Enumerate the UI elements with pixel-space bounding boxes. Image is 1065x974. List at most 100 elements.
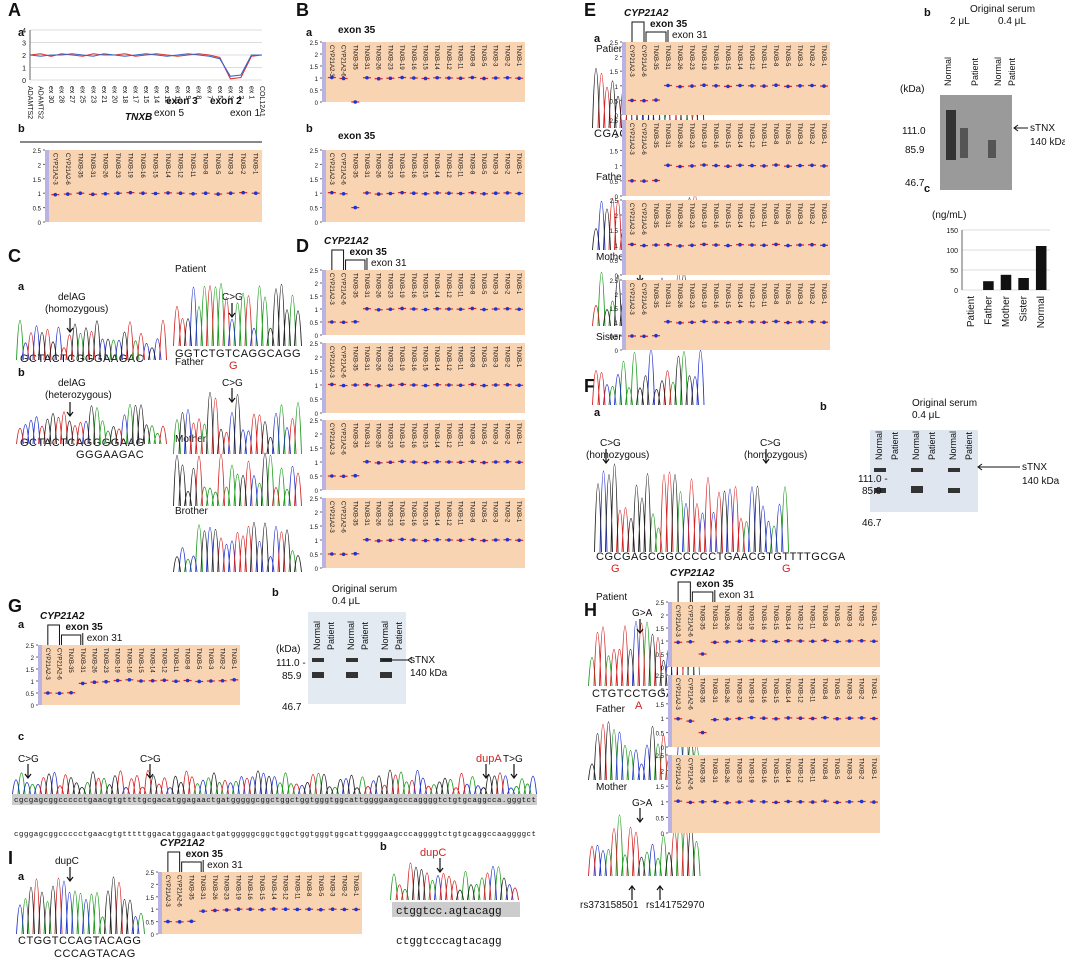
y-axis-label: (ng/mL) xyxy=(932,210,966,221)
label: a xyxy=(18,281,25,293)
probe-label: TNXB-15 xyxy=(772,678,778,703)
probe-ratio xyxy=(342,907,347,912)
probe-ratio xyxy=(737,639,742,644)
probe-label: TNXB-5 xyxy=(480,423,486,445)
label: 111.0 - xyxy=(276,658,306,669)
plot-stripe xyxy=(668,675,672,747)
chromatogram xyxy=(588,721,695,781)
probe-label: TNXB-3 xyxy=(492,45,498,67)
probe-label: TNXB-31 xyxy=(363,423,369,448)
label: 46.7 xyxy=(282,702,302,713)
y-tick-label: 0 xyxy=(615,114,619,120)
probe-label: TNXB-12 xyxy=(445,346,451,371)
x-tick-label: Normal xyxy=(1036,296,1047,328)
probe-ratio xyxy=(78,191,83,195)
probe-label: TNXB-3 xyxy=(492,273,498,295)
probe-ratio xyxy=(642,179,646,183)
probe-label: TNXB-23 xyxy=(386,346,392,371)
probe-label: TNXB-1 xyxy=(820,283,826,305)
probe-ratio xyxy=(400,306,404,311)
probe-label: TNXB-2 xyxy=(503,346,509,368)
chromatogram xyxy=(16,320,140,361)
probe-label: TNXB-35 xyxy=(652,283,658,308)
probe-ratio xyxy=(690,84,694,88)
probe-label: TNXB-3 xyxy=(227,153,233,175)
annotation: exon 31 xyxy=(672,30,708,41)
probe-label: TNXB-5 xyxy=(833,678,839,700)
lane-label: Patient xyxy=(1007,57,1017,86)
y-tick-label: 2 xyxy=(315,53,319,59)
plot-area xyxy=(622,42,830,115)
x-tick-label: ex 18 xyxy=(121,86,128,103)
y-tick-label: 2.5 xyxy=(33,149,42,155)
label: G xyxy=(8,596,22,616)
probe-label: CYP21A2-6 xyxy=(686,605,692,637)
gel-band xyxy=(948,488,960,493)
arrow xyxy=(382,656,413,664)
probe-ratio xyxy=(341,474,346,479)
arrow xyxy=(66,867,74,882)
label: Father xyxy=(596,172,626,183)
probe-label: CYP21A2-3 xyxy=(674,678,680,710)
probe-ratio xyxy=(482,191,486,196)
probe-label: TNXB-35 xyxy=(652,123,658,148)
plot-stripe xyxy=(322,343,326,413)
arrow xyxy=(510,764,518,779)
y-tick-label: 2 xyxy=(315,356,319,362)
probe-label: TNXB-1 xyxy=(515,501,521,523)
probe-label: TNXB-31 xyxy=(363,501,369,526)
probe-label: CYP21A2-6 xyxy=(640,123,646,155)
probe-ratio xyxy=(423,460,428,465)
probe-ratio xyxy=(872,716,876,721)
probe-label: CYP21A2-6 xyxy=(176,875,182,907)
x-tick-label: ex 27 xyxy=(68,86,75,103)
probe-ratio xyxy=(749,638,754,643)
probe-label: TNXB-14 xyxy=(784,605,790,630)
x-tick-label: ADAMTS2 xyxy=(37,86,44,119)
probe-label: TNXB-14 xyxy=(736,123,742,148)
gel-band xyxy=(911,486,923,493)
label: a xyxy=(594,407,601,419)
label: cgcgagcggccccctgaacgtgttttgcgacatggagaac… xyxy=(14,797,536,805)
chromatogram xyxy=(195,453,302,507)
gel-band xyxy=(911,468,923,472)
plot-stripe xyxy=(622,280,626,350)
probe-label: TNXB-16 xyxy=(712,123,718,148)
chromatogram xyxy=(39,770,504,795)
y-tick-label: 0.5 xyxy=(610,99,619,105)
y-tick-label: 0 xyxy=(151,933,155,939)
probe-ratio xyxy=(762,243,766,248)
probe-ratio xyxy=(630,242,634,247)
probe-label: TNXB-15 xyxy=(772,758,778,783)
y-tick-label: 150 xyxy=(946,228,958,235)
annotation: exon 35 xyxy=(186,849,224,860)
label: C>G xyxy=(760,438,781,449)
probe-ratio xyxy=(388,191,393,196)
label: (kDa) xyxy=(276,644,300,655)
label: F xyxy=(584,376,595,396)
annotation: exon 35 xyxy=(65,622,103,633)
y-tick-label: 1.5 xyxy=(610,229,619,235)
probe-label: TNXB-16 xyxy=(760,605,766,630)
probe-ratio xyxy=(750,243,754,247)
probe-ratio xyxy=(330,320,334,324)
y-tick-label: 1 xyxy=(31,680,35,686)
x-tick-label: Mother xyxy=(1001,295,1012,327)
arrow xyxy=(602,449,610,464)
probe-ratio xyxy=(713,717,717,722)
bracket xyxy=(677,581,716,602)
lane-label: Normal xyxy=(911,431,921,460)
gel-band xyxy=(874,468,886,472)
probe-label: TNXB-15 xyxy=(258,875,264,900)
x-tick-label: ex 15 xyxy=(142,86,149,103)
probe-label: TNXB-35 xyxy=(652,45,658,70)
y-tick-label: 2.5 xyxy=(610,279,619,285)
probe-ratio xyxy=(423,76,428,81)
probe-ratio xyxy=(400,382,404,387)
probe-label: TNXB-14 xyxy=(736,45,742,70)
probe-label: TNXB-26 xyxy=(101,153,107,178)
chromatogram xyxy=(588,824,690,877)
bracket xyxy=(331,249,368,270)
probe-label: TNXB-23 xyxy=(688,45,694,70)
probe-label: TNXB-14 xyxy=(433,45,439,70)
